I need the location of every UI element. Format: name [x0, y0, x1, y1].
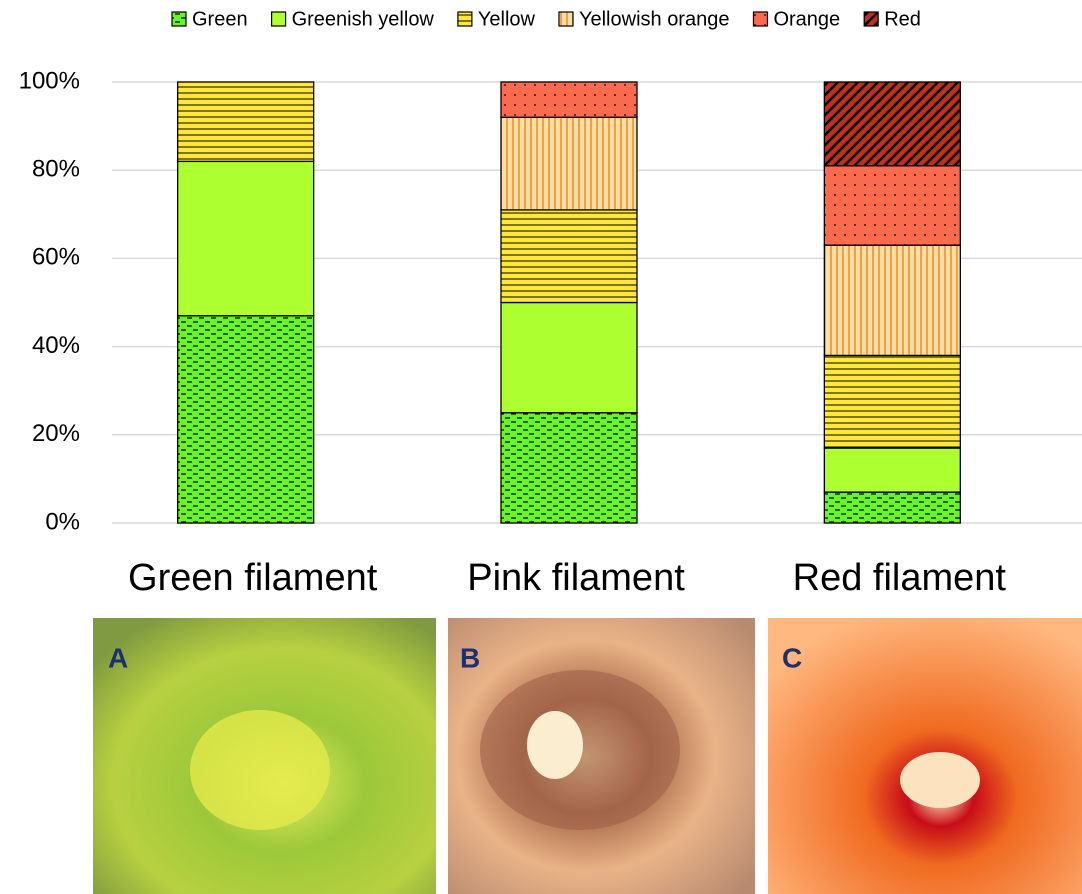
panel-label: A	[108, 642, 128, 673]
bar-segment	[500, 301, 638, 414]
bar-segment	[500, 209, 638, 304]
y-tick-label: 80%	[32, 156, 80, 183]
bar-segment	[500, 412, 638, 524]
photo-detail	[527, 711, 583, 779]
legend-label: Orange	[773, 8, 840, 30]
legend-label: Greenish yellow	[292, 8, 435, 30]
bar-segment	[177, 160, 315, 317]
legend-label: Red	[884, 8, 921, 30]
bar-segment	[177, 81, 315, 163]
x-tick-label: Green filament	[128, 557, 378, 599]
bar-segment	[500, 116, 638, 211]
legend-label: Yellow	[478, 8, 536, 30]
bar-segment	[823, 447, 961, 493]
y-tick-label: 40%	[32, 332, 80, 359]
panel-label: C	[782, 642, 802, 673]
y-tick-label: 20%	[32, 420, 80, 447]
photo-detail	[900, 752, 980, 808]
legend-label: Yellowish orange	[579, 8, 729, 30]
photos	[93, 618, 1082, 894]
bar-segment	[823, 165, 961, 246]
photo-detail	[190, 710, 330, 830]
legend-swatch	[752, 11, 769, 27]
bar-segment	[177, 315, 315, 524]
panel-label: B	[460, 642, 480, 673]
x-tick-label: Pink filament	[467, 557, 685, 599]
legend-swatch	[457, 11, 473, 27]
bar-segment	[500, 81, 638, 118]
y-tick-label: 100%	[19, 67, 80, 94]
bar-segment	[823, 354, 961, 449]
y-tick-label: 0%	[45, 508, 80, 535]
legend-swatch	[171, 11, 187, 27]
legend-swatch	[558, 11, 574, 27]
y-tick-label: 60%	[32, 244, 80, 271]
legend-swatch	[863, 11, 879, 27]
legend-label: Green	[192, 8, 248, 30]
legend-swatch	[270, 11, 287, 27]
bar-segment	[823, 81, 961, 167]
bar-segment	[823, 244, 961, 357]
bar-segment	[823, 491, 961, 524]
x-tick-label: Red filament	[793, 557, 1007, 599]
